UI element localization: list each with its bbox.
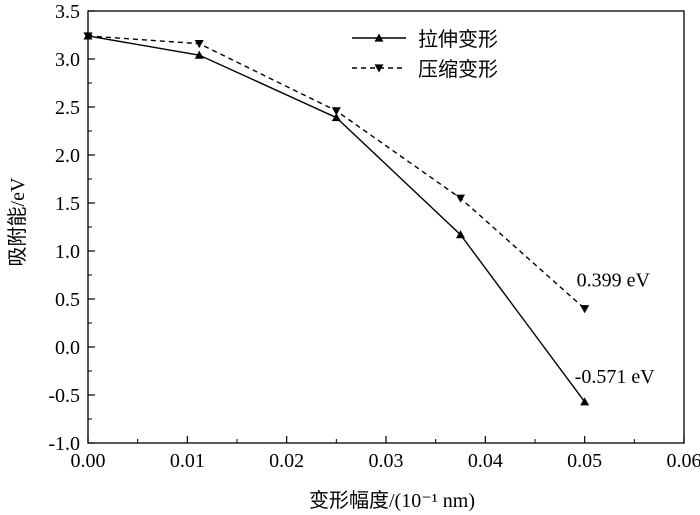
triangle-up-marker [374,33,384,42]
y-tick-label: 1.0 [55,241,80,263]
triangle-down-marker [580,305,590,314]
triangle-down-marker [83,32,93,41]
triangle-down-marker [456,194,465,203]
x-tick-label: 0.03 [369,450,404,472]
x-axis-title: 变形幅度/(10⁻¹ nm) [309,489,475,512]
y-tick-label: 0.5 [55,289,80,311]
x-tick-label: 0.00 [71,450,106,472]
triangle-down-marker [331,107,341,116]
y-tick-label: 2.0 [55,145,80,167]
series-lines [87,35,586,403]
y-tick-label: 2.5 [55,97,80,119]
legend-label-2: 压缩变形 [418,58,498,81]
annotation-tension-value: -0.571 eV [575,366,656,388]
y-tick-label: 3.0 [55,49,80,71]
series-markers [83,31,590,406]
y-tick-label: 3.5 [55,1,80,23]
y-tick-labels: -1.0 -0.5 0.0 0.5 1.0 1.5 2.0 2.5 3.0 3.5 [48,1,80,455]
triangle-down-marker [374,64,384,73]
x-tick-label: 0.02 [269,450,304,472]
triangle-up-marker [456,230,465,239]
x-tick-labels: 0.00 0.01 0.02 0.03 0.04 0.05 0.06 [71,450,700,472]
axis-ticks [87,10,685,444]
series-line-2 [87,35,586,310]
x-tick-label: 0.04 [468,450,503,472]
annotations: 0.399 eV -0.571 eV [575,270,656,388]
triangle-down-marker [194,40,204,49]
series-line-1 [87,35,586,403]
y-tick-label: -0.5 [48,385,80,407]
y-tick-label: 0.0 [55,337,80,359]
y-axis-title: 吸附能/eV [6,177,29,266]
x-tick-label: 0.01 [170,450,205,472]
annotation-compression-value: 0.399 eV [577,270,651,292]
legend-label-1: 拉伸变形 [418,28,498,51]
triangle-up-marker [331,113,341,122]
y-tick-label: 1.5 [55,193,80,215]
triangle-up-marker [194,50,204,59]
x-tick-label: 0.05 [567,450,602,472]
y-tick-label: -1.0 [48,433,80,455]
x-tick-label: 0.06 [667,450,700,472]
triangle-up-marker [580,397,590,406]
